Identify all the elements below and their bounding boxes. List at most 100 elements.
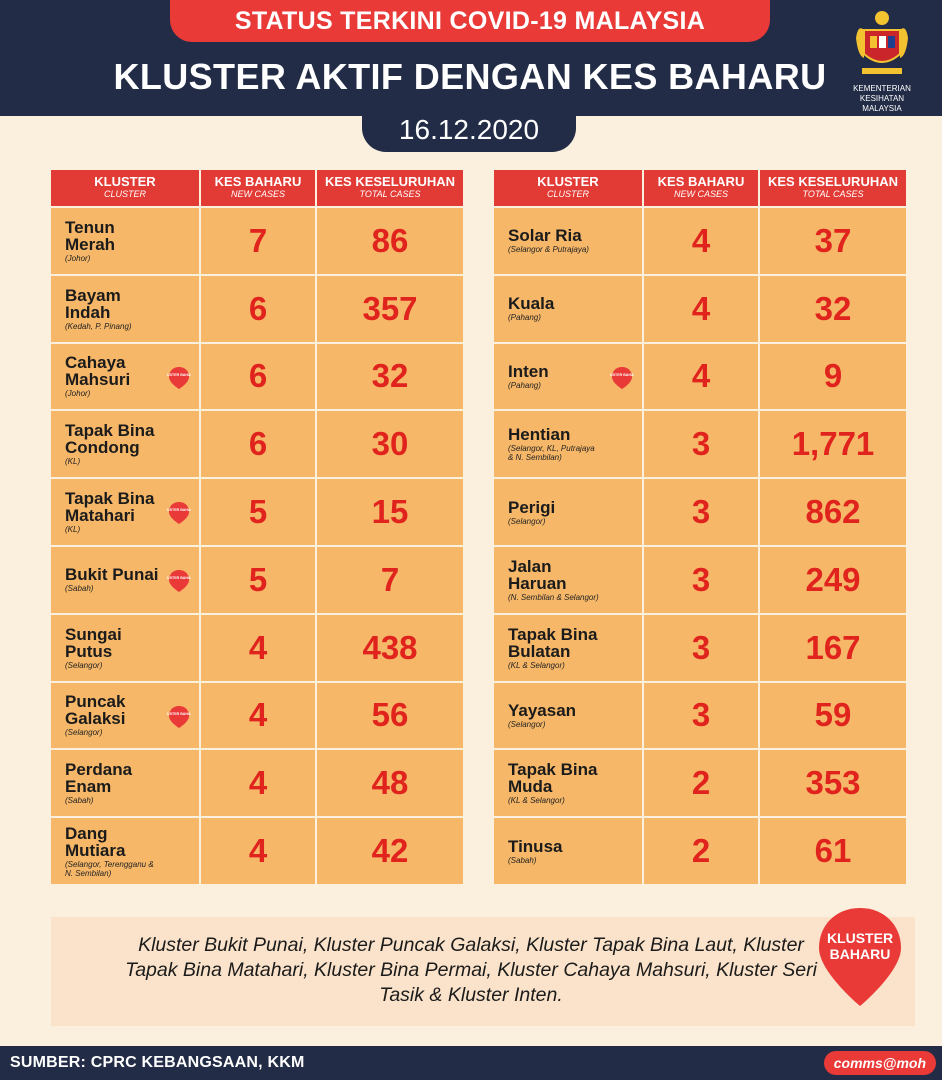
cluster-region: (Sabah) bbox=[65, 584, 94, 594]
ministry-name: KEMENTERIAN KESIHATAN MALAYSIA bbox=[853, 84, 911, 113]
column-header-cluster: KLUSTER CLUSTER bbox=[494, 170, 644, 206]
cluster-name: Solar Ria bbox=[508, 226, 582, 246]
new-cases-value: 3 bbox=[644, 614, 760, 681]
cluster-cell: Bayam Indah (Kedah, P. Pinang) bbox=[51, 275, 201, 342]
cluster-name: Perdana Enam bbox=[65, 760, 133, 797]
cluster-region: (Sabah) bbox=[508, 855, 537, 865]
table-row: Puncak Galaksi(Selangor) KLUSTER BAHARU 4 5… bbox=[51, 680, 463, 749]
table-row: Kuala (Pahang) 4 32 bbox=[494, 273, 906, 342]
table-row: Sungai Putus (Selangor) 4 438 bbox=[51, 612, 463, 681]
cluster-cell: Hentian (Selangor, KL, Putrajaya & N. Sem… bbox=[494, 411, 644, 478]
cluster-cell: Tapak Bina Matahari(KL) KLUSTER BAHARU bbox=[51, 479, 201, 545]
new-cases-value: 4 bbox=[201, 818, 317, 884]
new-cases-value: 2 bbox=[644, 818, 760, 884]
total-cases-value: 56 bbox=[371, 696, 409, 734]
new-cases-value: 5 bbox=[201, 479, 317, 545]
table-row: Tapak Bina Bulatan (KL & Selangor) 3 167 bbox=[494, 612, 906, 681]
footer: SUMBER: CPRC KEBANGSAAN, KKM comms@moh bbox=[0, 1046, 942, 1080]
total-cases-value: 167 bbox=[805, 628, 861, 666]
cluster-cell: Jalan Haruan (N. Sembilan & Selangor) bbox=[494, 546, 644, 613]
cluster-region: (KL) bbox=[65, 457, 81, 467]
cluster-name: Kuala bbox=[508, 294, 555, 314]
total-cases-value: 9 bbox=[823, 357, 843, 395]
report-date: 16.12.2020 bbox=[362, 108, 576, 152]
new-clusters-note: Kluster Bukit Punai, Kluster Puncak Gala… bbox=[51, 917, 915, 1026]
new-cluster-pin-icon: KLUSTER BAHARU bbox=[167, 366, 191, 389]
table-row: Bayam Indah (Kedah, P. Pinang) 6 357 bbox=[51, 273, 463, 342]
cluster-region: (Selangor & Putrajaya) bbox=[508, 245, 589, 255]
cluster-region: (Kedah, P. Pinang) bbox=[65, 321, 132, 331]
column-header-total-cases: KES KESELURUHAN TOTAL CASES bbox=[324, 174, 455, 200]
cluster-region: (KL & Selangor) bbox=[508, 660, 565, 670]
cluster-cell: Tapak Bina Muda (KL & Selangor) bbox=[494, 750, 644, 817]
total-cases-value: 249 bbox=[805, 560, 861, 598]
total-cases-value: 7 bbox=[380, 560, 400, 598]
cluster-region: (KL) bbox=[65, 525, 81, 535]
column-header-new-cases: KES BAHARU NEW CASES bbox=[644, 170, 760, 206]
total-cases-value: 32 bbox=[814, 289, 852, 327]
new-cases-value: 6 bbox=[201, 411, 317, 478]
table-row: Hentian (Selangor, KL, Putrajaya & N. Sem… bbox=[494, 409, 906, 478]
cluster-table-right: KLUSTER CLUSTER KES BAHARU NEW CASES KES K… bbox=[494, 170, 906, 884]
new-cases-value: 5 bbox=[201, 546, 317, 613]
table-row: Bukit Punai(Sabah) KLUSTER BAHARU 5 7 bbox=[51, 544, 463, 613]
total-cases-value: 438 bbox=[362, 628, 418, 666]
cluster-name: Perigi bbox=[508, 497, 556, 517]
cluster-cell: Yayasan (Selangor) bbox=[494, 682, 644, 749]
cluster-cell: Bukit Punai(Sabah) KLUSTER BAHARU bbox=[51, 546, 201, 613]
cluster-region: (Pahang) bbox=[508, 313, 541, 323]
cluster-region: (Johor) bbox=[65, 253, 91, 263]
total-cases-value: 86 bbox=[371, 221, 409, 259]
pin-badge-line: KLUSTER BAHARU bbox=[167, 576, 191, 580]
brand-badge: comms@moh bbox=[823, 1051, 936, 1075]
new-cases-value: 7 bbox=[201, 208, 317, 274]
total-cases-value: 42 bbox=[371, 832, 409, 870]
total-cases-value: 61 bbox=[814, 832, 852, 870]
total-cases-value: 353 bbox=[805, 764, 861, 802]
total-cases-value: 48 bbox=[371, 764, 409, 802]
cluster-region: (Johor) bbox=[65, 389, 91, 399]
new-cases-value: 4 bbox=[644, 275, 760, 342]
cluster-name: Tinusa bbox=[508, 836, 563, 856]
cluster-name: Jalan Haruan bbox=[508, 556, 567, 593]
source-text: SUMBER: CPRC KEBANGSAAN, KKM bbox=[10, 1054, 305, 1071]
table-row: Inten(Pahang) KLUSTER BAHARU 4 9 bbox=[494, 341, 906, 410]
total-cases-value: 30 bbox=[371, 425, 409, 463]
cluster-region: (Pahang) bbox=[508, 380, 541, 390]
cluster-cell: Perigi (Selangor) bbox=[494, 479, 644, 545]
new-cases-value: 3 bbox=[644, 546, 760, 613]
table-body: Solar Ria (Selangor & Putrajaya) 4 37 Kuala(… bbox=[494, 206, 906, 884]
table-row: Tapak Bina Condong (KL) 6 30 bbox=[51, 409, 463, 478]
cluster-region: (Selangor) bbox=[65, 660, 103, 670]
new-cases-value: 4 bbox=[201, 682, 317, 749]
total-cases-value: 862 bbox=[805, 493, 861, 531]
column-header-cluster: KLUSTER CLUSTER bbox=[51, 170, 201, 206]
table-row: Tapak Bina Muda (KL & Selangor) 2 353 bbox=[494, 748, 906, 817]
new-clusters-list: Kluster Bukit Punai, Kluster Puncak Gala… bbox=[125, 934, 817, 1006]
cluster-name: Sungai Putus bbox=[65, 624, 122, 661]
pin-badge-line: KLUSTER BAHARU bbox=[167, 508, 191, 512]
cluster-name: Bukit Punai bbox=[65, 565, 159, 585]
cluster-name: Tapak Bina Condong bbox=[65, 421, 155, 458]
cluster-name: Yayasan bbox=[508, 700, 577, 720]
cluster-name: Puncak Galaksi bbox=[65, 692, 126, 729]
cluster-name: Tapak Bina Matahari bbox=[65, 489, 155, 526]
location-pin-icon bbox=[819, 908, 901, 1006]
new-cases-value: 4 bbox=[201, 750, 317, 817]
cluster-cell: Solar Ria (Selangor & Putrajaya) bbox=[494, 208, 644, 274]
table-row: Solar Ria (Selangor & Putrajaya) 4 37 bbox=[494, 206, 906, 274]
cluster-cell: Kuala (Pahang) bbox=[494, 275, 644, 342]
pin-badge-line: KLUSTER BAHARU bbox=[167, 373, 191, 377]
new-cases-value: 3 bbox=[644, 411, 760, 478]
new-cases-value: 4 bbox=[201, 614, 317, 681]
page-title: KLUSTER AKTIF DENGAN KES BAHARU bbox=[113, 56, 827, 97]
cluster-cell: Tapak Bina Condong (KL) bbox=[51, 411, 201, 478]
cluster-region: (Selangor) bbox=[508, 719, 546, 729]
crest-icon bbox=[856, 11, 908, 74]
total-cases-value: 37 bbox=[814, 221, 852, 259]
cluster-cell: Cahaya Mahsuri(Johor) KLUSTER BAHARU bbox=[51, 343, 201, 410]
new-cases-value: 4 bbox=[644, 208, 760, 274]
total-cases-value: 59 bbox=[814, 696, 852, 734]
new-cluster-pin-icon: KLUSTER BAHARU bbox=[167, 705, 191, 728]
table-header: KLUSTER CLUSTER KES BAHARU NEW CASES KES K… bbox=[494, 170, 906, 206]
